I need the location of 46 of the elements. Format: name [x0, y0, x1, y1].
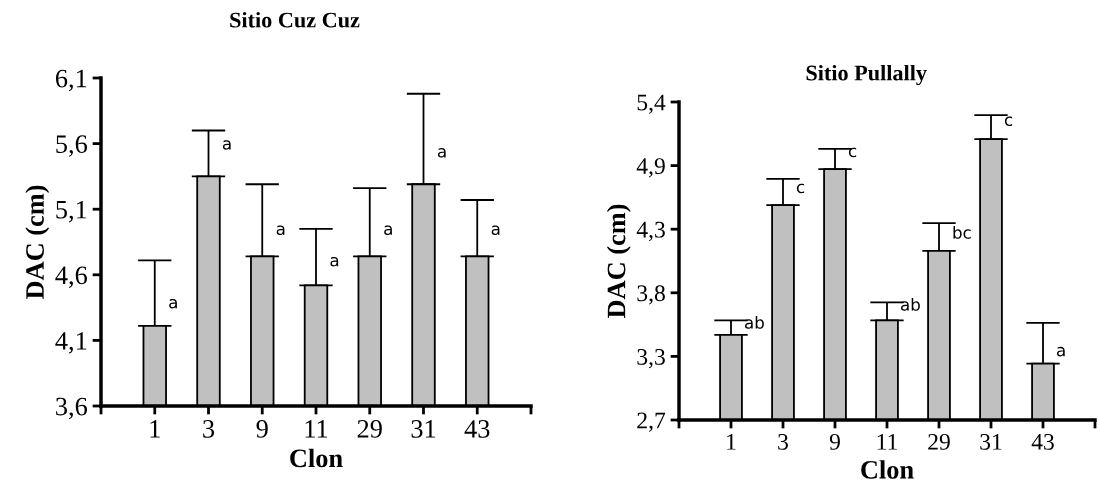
- y-tick-label: 3,6: [56, 397, 88, 420]
- y-tick-label: 5,1: [56, 200, 87, 223]
- annotation: a: [384, 225, 392, 236]
- y-tick-label: 5,4: [637, 94, 666, 114]
- y-axis-title: DAC (cm): [25, 185, 50, 300]
- x-tick-label: 43: [1031, 433, 1054, 450]
- annotation: bc: [953, 225, 971, 239]
- x-axis-title: Clon: [861, 460, 914, 479]
- y-tick-label: 4,1: [55, 332, 87, 354]
- annotation: c: [1004, 116, 1013, 127]
- x-tick-label: 31: [411, 420, 436, 438]
- y-tick-label: 5,6: [56, 135, 88, 157]
- annotation: c: [796, 183, 805, 194]
- y-tick-label: 4,3: [636, 221, 665, 242]
- annotation: ab: [745, 315, 764, 329]
- annotation: c: [848, 147, 857, 158]
- y-tick-label: 2,7: [637, 412, 666, 432]
- x-tick-label: 11: [305, 420, 328, 438]
- y-axis-title: DAC (cm): [606, 204, 631, 319]
- x-tick-label: 3: [778, 433, 788, 450]
- annotation: a: [169, 298, 177, 309]
- chart-title: Sitio Cuz Cuz: [230, 11, 360, 28]
- annotation: a: [437, 148, 446, 158]
- x-tick-label: 29: [928, 433, 950, 450]
- y-tick-label: 3,3: [637, 348, 665, 369]
- x-tick-label: 9: [256, 420, 268, 438]
- x-tick-label: 3: [203, 420, 215, 438]
- x-tick-label: 11: [877, 433, 897, 450]
- y-tick-label: 3,8: [637, 285, 665, 305]
- y-tick-label: 4,6: [55, 266, 88, 289]
- annotation: a: [330, 256, 339, 267]
- annotation: a: [491, 225, 500, 236]
- annotation: ab: [901, 297, 920, 311]
- x-tick-label: 31: [980, 433, 1002, 450]
- chart-title: Sitio Pullally: [806, 64, 927, 86]
- x-tick-label: 9: [829, 433, 840, 450]
- annotation: a: [276, 225, 285, 236]
- y-tick-label: 4,9: [636, 158, 665, 178]
- x-tick-label: 1: [727, 433, 736, 450]
- annotation: a: [222, 140, 231, 150]
- x-tick-label: 1: [150, 420, 160, 438]
- x-axis-title: Clon: [290, 448, 343, 468]
- x-tick-label: 43: [464, 420, 490, 438]
- y-tick-label: 6,1: [55, 69, 87, 92]
- annotation: a: [1057, 346, 1065, 357]
- x-tick-label: 29: [357, 420, 382, 438]
